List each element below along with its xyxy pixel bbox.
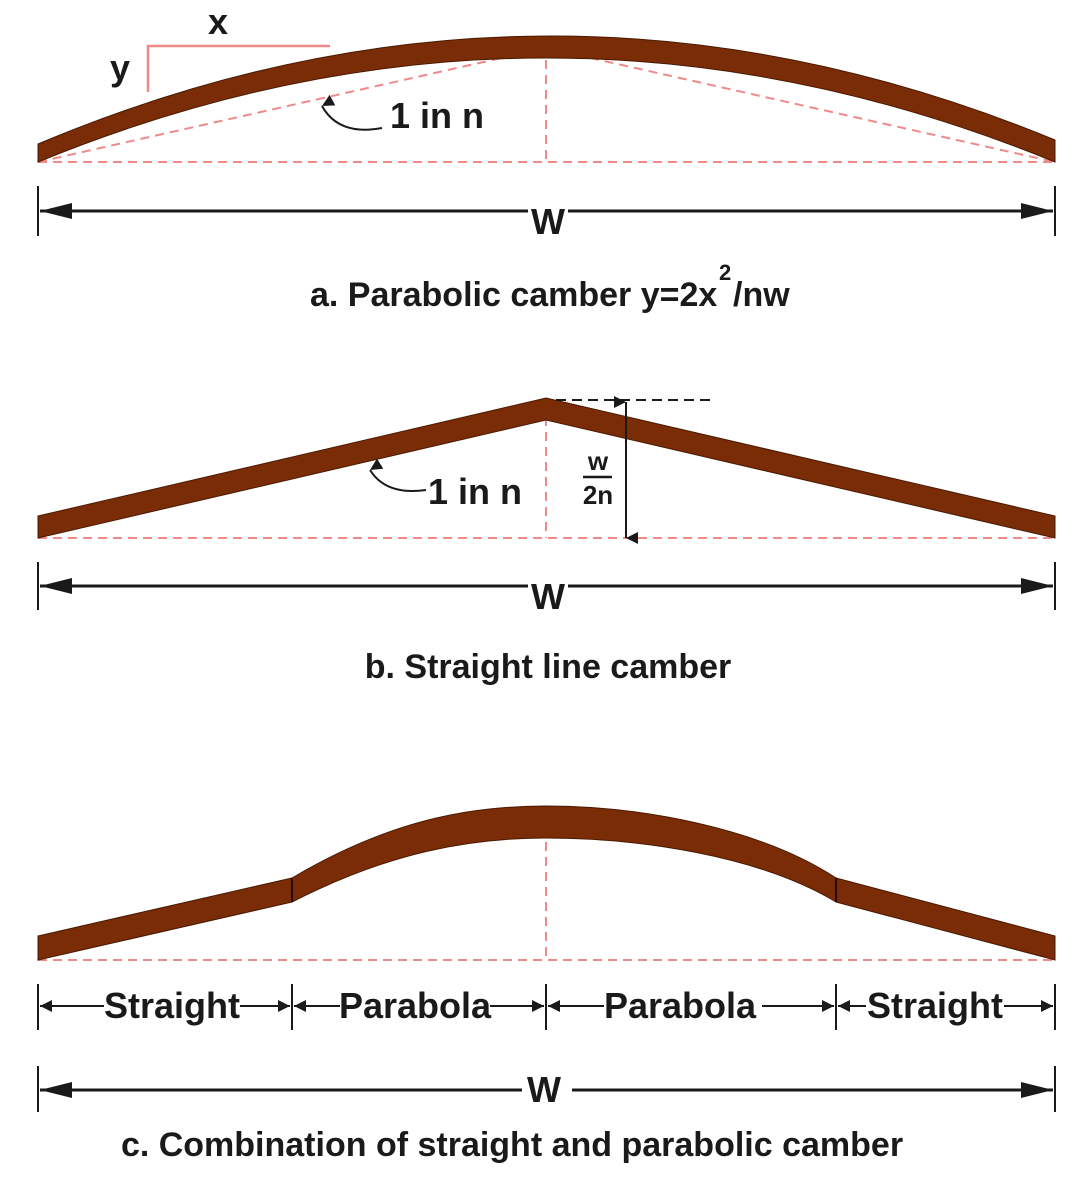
parabolic-road-surface (37, 35, 1056, 163)
panel-straight-camber: w 2n 1 in n W b. Straight line camber (37, 396, 1056, 686)
height-fraction: w 2n (583, 446, 613, 510)
width-label-c: W (527, 1069, 561, 1110)
caption-b: b. Straight line camber (365, 648, 732, 686)
width-dimension-c: W (37, 1066, 1056, 1112)
panel-parabolic-camber: x y 1 in n W a. Parabolic camber y=2x 2 … (37, 1, 1056, 314)
svg-text:/nw: /nw (733, 276, 790, 314)
segment-dimensions (37, 984, 1056, 1030)
segment-label-straight-left: Straight (104, 985, 240, 1026)
width-label-a: W (531, 201, 565, 242)
width-dimension-a: W (37, 186, 1056, 242)
straight-guide-lines (38, 402, 1055, 539)
caption-c: c. Combination of straight and parabolic… (121, 1126, 903, 1164)
width-label-b: W (531, 576, 565, 617)
straight-road-surface (37, 397, 1056, 539)
combination-road-surface (37, 805, 1056, 961)
svg-text:w: w (587, 446, 609, 476)
slope-leader-a (321, 94, 383, 131)
segment-label-parabola-right: Parabola (604, 985, 757, 1026)
y-label: y (110, 47, 130, 88)
slope-label-b: 1 in n (428, 471, 522, 512)
svg-text:2n: 2n (583, 480, 613, 510)
xy-reference-bracket (146, 44, 330, 92)
caption-a: a. Parabolic camber y=2x 2 /nw (310, 260, 790, 314)
panel-combination-camber: Straight Parabola Parabola Straight W c.… (37, 805, 1056, 1164)
segment-label-parabola-left: Parabola (339, 985, 492, 1026)
combination-guide-lines (38, 812, 1055, 961)
svg-text:a. Parabolic camber y=2x: a. Parabolic camber y=2x (310, 276, 717, 314)
x-label: x (208, 1, 228, 42)
width-dimension-b: W (37, 562, 1056, 617)
segment-label-straight-right: Straight (867, 985, 1003, 1026)
parabolic-guide-lines (37, 45, 1056, 163)
slope-label-a: 1 in n (390, 95, 484, 136)
svg-text:2: 2 (719, 260, 731, 285)
slope-leader-b (369, 458, 427, 492)
